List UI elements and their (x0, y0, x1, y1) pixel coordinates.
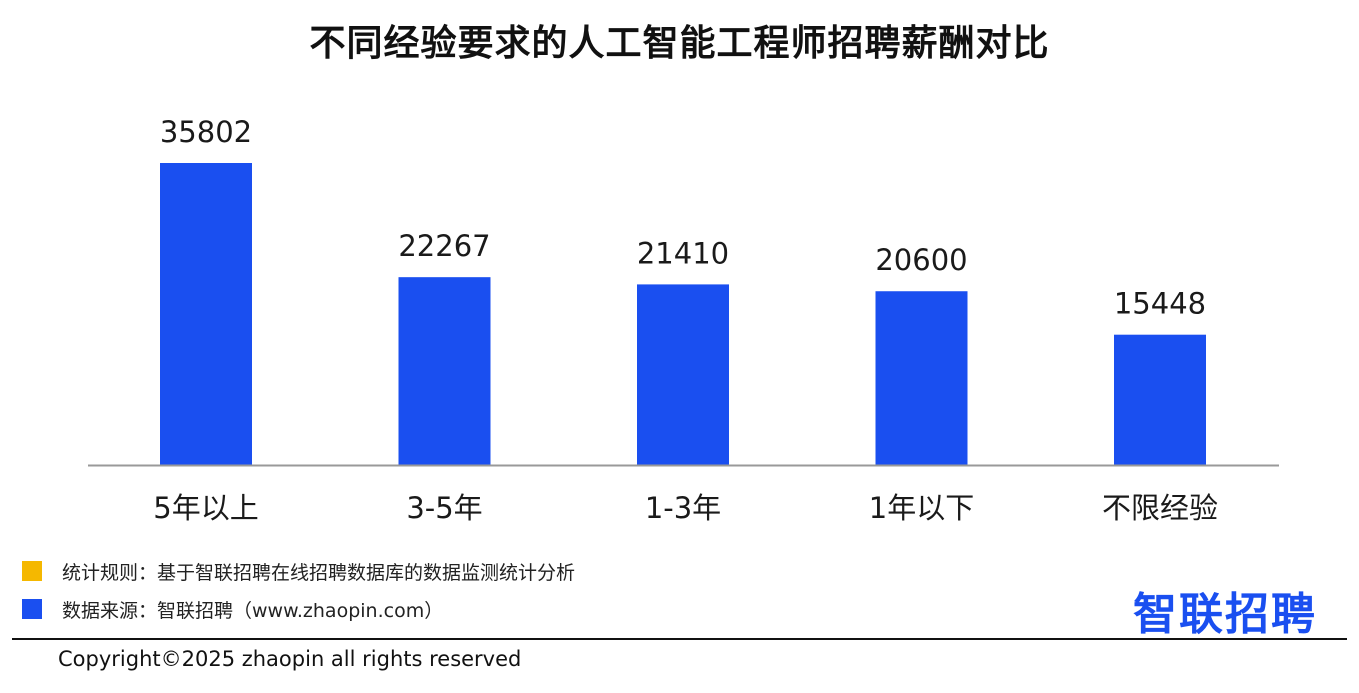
chart-title: 不同经验要求的人工智能工程师招聘薪酬对比 (309, 23, 1050, 64)
note-rule: 统计规则：基于智联招聘在线招聘数据库的数据监测统计分析 (22, 560, 576, 584)
note-rule-swatch (22, 561, 42, 581)
category-label-0: 5年以上 (153, 491, 258, 525)
bar-3 (875, 291, 968, 465)
bar-chart: 35802 5年以上 22267 3-5年 21410 1-3年 20600 1年以下 1544… (88, 115, 1279, 525)
notes: 统计规则：基于智联招聘在线招聘数据库的数据监测统计分析 数据来源：智联招聘（ww… (22, 560, 575, 636)
data-label-2: 21410 (637, 236, 729, 270)
note-source-text: 数据来源：智联招聘（www.zhaopin.com） (62, 599, 444, 622)
data-label-1: 22267 (398, 229, 490, 263)
footer-divider (12, 638, 1347, 640)
bar-0 (160, 163, 252, 465)
note-source: 数据来源：智联招聘（www.zhaopin.com） (22, 598, 575, 622)
category-label-2: 1-3年 (645, 491, 721, 525)
bar-4 (1114, 334, 1206, 465)
category-label-4: 不限经验 (1102, 491, 1218, 525)
bar-1 (398, 277, 491, 465)
data-label-0: 35802 (160, 115, 252, 149)
bar-2 (637, 284, 729, 465)
note-source-swatch (22, 599, 42, 619)
note-rule-text: 统计规则：基于智联招聘在线招聘数据库的数据监测统计分析 (62, 561, 576, 584)
category-label-1: 3-5年 (406, 491, 482, 525)
data-label-4: 15448 (1114, 287, 1206, 321)
data-label-3: 20600 (875, 243, 967, 277)
zhaopin-logo: 智联招聘 (1133, 589, 1317, 640)
category-label-3: 1年以下 (869, 491, 974, 525)
copyright-text: Copyright©2025 zhaopin all rights reserv… (58, 647, 522, 671)
